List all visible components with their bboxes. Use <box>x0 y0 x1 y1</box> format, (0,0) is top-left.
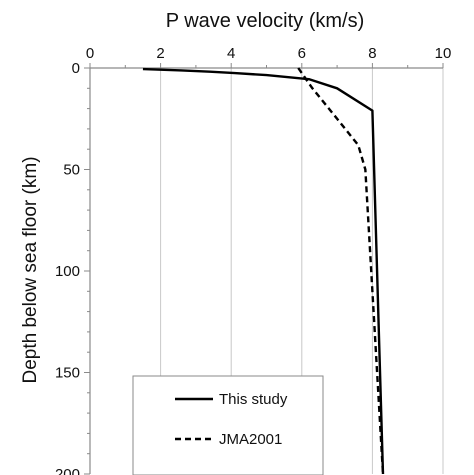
x-tick-label-10: 10 <box>435 45 452 62</box>
legend-label-0: This study <box>219 391 288 408</box>
x-tick-label-6: 6 <box>298 45 306 62</box>
series-lines <box>142 67 385 475</box>
legend-label-1: JMA2001 <box>219 431 282 448</box>
chart-title: P wave velocity (km/s) <box>166 10 365 32</box>
y-tick-label-150: 150 <box>55 365 80 382</box>
y-tick-label-0: 0 <box>72 60 80 77</box>
y-axis-label: Depth below sea floor (km) <box>20 156 41 383</box>
x-tick-label-0: 0 <box>86 45 94 62</box>
y-tick-label-50: 50 <box>63 162 80 179</box>
x-tick-label-8: 8 <box>368 45 376 62</box>
x-tick-label-4: 4 <box>227 45 235 62</box>
x-tick-label-2: 2 <box>156 45 164 62</box>
series-line-this-study <box>142 67 385 475</box>
y-tick-label-200: 200 <box>55 466 80 475</box>
legend-box <box>132 375 324 475</box>
y-tick-label-100: 100 <box>55 263 80 280</box>
series-line-jma2001 <box>297 67 385 475</box>
legend: This study JMA2001 <box>132 375 324 475</box>
